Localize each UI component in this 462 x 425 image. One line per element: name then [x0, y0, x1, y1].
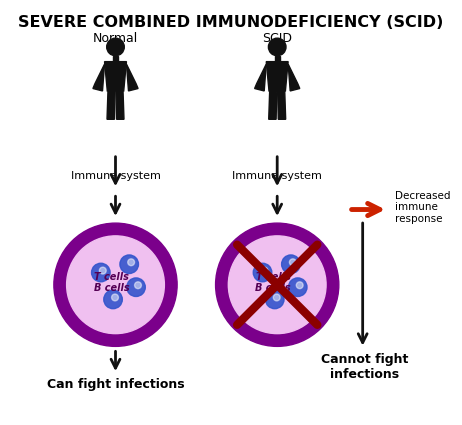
Text: SCID: SCID: [262, 31, 292, 45]
Circle shape: [54, 223, 177, 346]
Circle shape: [99, 267, 106, 274]
Circle shape: [228, 236, 326, 334]
Circle shape: [289, 259, 296, 266]
Polygon shape: [127, 64, 138, 91]
Circle shape: [107, 38, 124, 56]
Text: Can fight infections: Can fight infections: [47, 378, 184, 391]
Polygon shape: [107, 91, 115, 119]
Text: Immune system: Immune system: [232, 171, 322, 181]
Polygon shape: [275, 56, 280, 62]
Circle shape: [120, 255, 139, 274]
Polygon shape: [104, 62, 127, 91]
Text: Immune system: Immune system: [71, 171, 160, 181]
Circle shape: [67, 236, 164, 334]
Circle shape: [261, 267, 268, 274]
Circle shape: [216, 223, 339, 346]
Circle shape: [282, 255, 300, 274]
Circle shape: [266, 290, 284, 309]
Circle shape: [127, 278, 146, 297]
Circle shape: [134, 282, 141, 289]
Polygon shape: [93, 64, 104, 91]
Circle shape: [288, 278, 307, 297]
Text: Decreased
immune
response: Decreased immune response: [395, 191, 450, 224]
Polygon shape: [266, 62, 288, 91]
Circle shape: [104, 290, 122, 309]
Circle shape: [296, 282, 303, 289]
Polygon shape: [255, 64, 266, 91]
Circle shape: [253, 263, 272, 282]
Polygon shape: [288, 64, 300, 91]
Text: Normal: Normal: [93, 31, 138, 45]
Polygon shape: [116, 91, 124, 119]
Circle shape: [128, 259, 134, 266]
Circle shape: [112, 294, 118, 301]
Text: SEVERE COMBINED IMMUNODEFICIENCY (SCID): SEVERE COMBINED IMMUNODEFICIENCY (SCID): [18, 15, 444, 30]
Circle shape: [91, 263, 110, 282]
Polygon shape: [278, 91, 286, 119]
Circle shape: [274, 294, 280, 301]
Polygon shape: [113, 56, 118, 62]
Circle shape: [268, 38, 286, 56]
Text: T cells
B cells: T cells B cells: [255, 272, 291, 293]
Text: Cannot fight
infections: Cannot fight infections: [321, 353, 409, 381]
Polygon shape: [269, 91, 277, 119]
Text: T cells
B cells: T cells B cells: [94, 272, 129, 293]
